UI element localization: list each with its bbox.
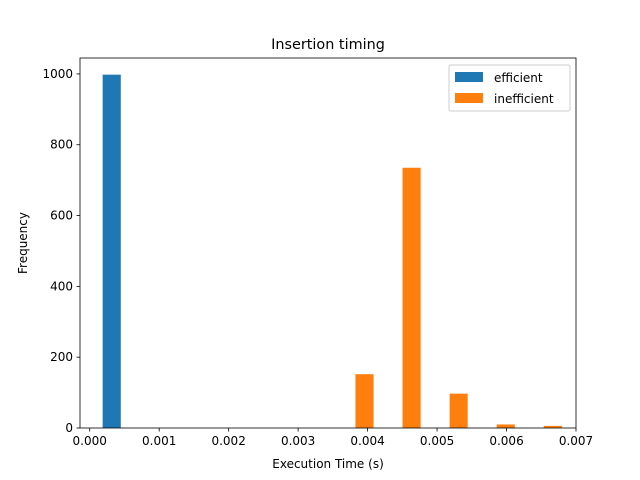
- legend-label-efficient: efficient: [494, 71, 543, 85]
- x-tick-label: 0.004: [350, 434, 384, 448]
- y-tick-label: 1000: [42, 67, 73, 81]
- y-tick-label: 600: [50, 209, 73, 223]
- x-tick-label: 0.003: [281, 434, 315, 448]
- y-tick-label: 400: [50, 279, 73, 293]
- x-tick-label: 0.002: [211, 434, 245, 448]
- y-tick-label: 200: [50, 350, 73, 364]
- y-tick-label: 0: [65, 421, 73, 435]
- x-axis-ticks: 0.000 0.001 0.002 0.003 0.004 0.005 0.006 0.007: [73, 428, 593, 448]
- bars-group: [102, 74, 562, 429]
- legend-swatch-inefficient: [455, 93, 483, 103]
- chart-title: Insertion timing: [271, 37, 385, 53]
- x-tick-label: 0.001: [142, 434, 176, 448]
- bar-inefficient-1: [402, 167, 421, 428]
- legend-swatch-efficient: [455, 72, 483, 82]
- legend: efficient inefficient: [448, 64, 571, 112]
- y-axis-ticks: 0 200 400 600 800 1000: [42, 67, 80, 435]
- bar-inefficient-3: [496, 424, 515, 428]
- x-tick-label: 0.006: [489, 434, 523, 448]
- bar-inefficient-2: [449, 393, 468, 428]
- plot-frame: [79, 57, 577, 429]
- bar-inefficient-0: [355, 374, 374, 428]
- legend-label-inefficient: inefficient: [494, 92, 554, 106]
- bar-efficient-0: [102, 74, 121, 429]
- bar-inefficient-4: [543, 425, 562, 428]
- x-tick-label: 0.000: [73, 434, 107, 448]
- y-axis-label: Frequency: [16, 212, 30, 274]
- y-tick-label: 800: [50, 138, 73, 152]
- x-tick-label: 0.007: [559, 434, 593, 448]
- x-axis-label: Execution Time (s): [272, 457, 384, 471]
- x-tick-label: 0.005: [420, 434, 454, 448]
